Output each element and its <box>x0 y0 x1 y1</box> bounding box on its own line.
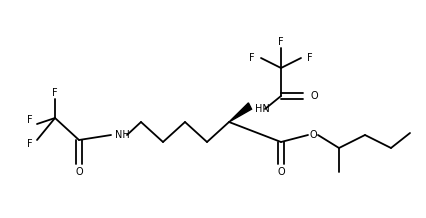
Text: F: F <box>278 37 284 47</box>
Text: O: O <box>311 91 319 101</box>
Text: F: F <box>52 88 58 98</box>
Text: F: F <box>27 115 33 125</box>
Text: NH: NH <box>115 130 130 140</box>
Text: O: O <box>277 167 285 177</box>
Text: HN: HN <box>255 104 270 114</box>
Text: F: F <box>307 53 313 63</box>
Text: F: F <box>27 139 33 149</box>
Polygon shape <box>229 103 252 122</box>
Text: O: O <box>75 167 83 177</box>
Text: O: O <box>309 130 317 140</box>
Text: F: F <box>249 53 255 63</box>
